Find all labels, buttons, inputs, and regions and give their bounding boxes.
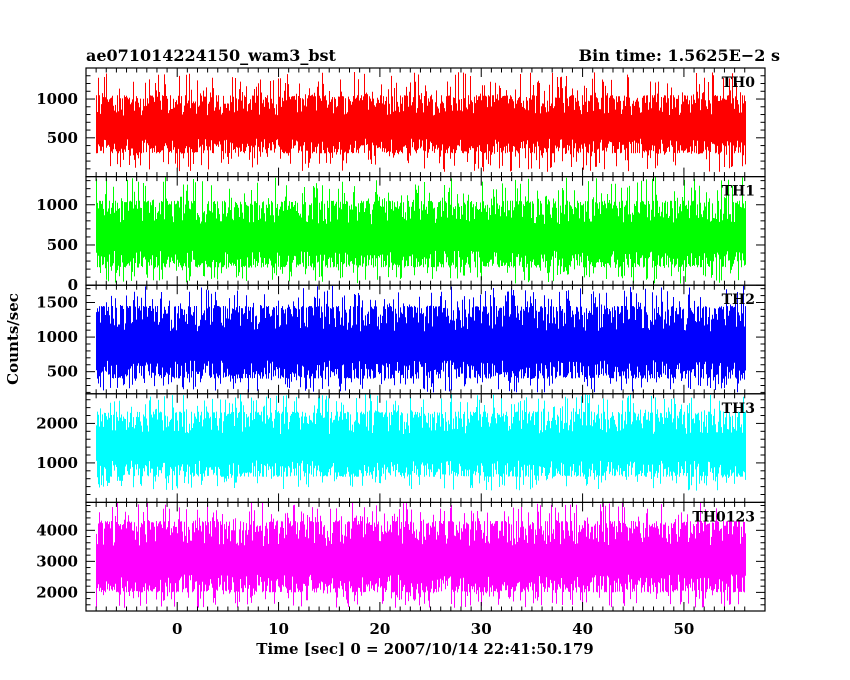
panel-label-th1: TH1 [722,184,755,200]
panel-th0: 500 1000 TH0 [36,67,766,178]
x-tick-label: 30 [471,620,492,638]
panel-th0123: 2000 3000 4000 TH0123 [36,501,766,612]
y-tick-label-th0123: 4000 [36,521,78,539]
x-tick-label: 20 [369,620,390,638]
x-tick-label: 0 [172,620,182,638]
x-tick-label: 10 [268,620,289,638]
bin-time-label: Bin time: 1.5625E−2 s [579,46,780,65]
y-tick-label-th0123: 2000 [36,583,78,601]
x-tick-label: 50 [673,620,694,638]
y-axis-label: Counts/sec [4,293,22,385]
panel-label-th0: TH0 [722,75,756,91]
y-tick-label-th2: 500 [47,363,78,381]
x-axis-label: Time [sec] 0 = 2007/10/14 22:41:50.179 [256,640,593,658]
panel-th2: 500 1000 1500 TH2 [36,284,766,395]
y-tick-label-th0: 1000 [36,90,78,108]
y-tick-label-th1: 0 [68,276,78,294]
series-th0-line [96,72,746,172]
panel-label-th2: TH2 [722,292,755,308]
panel-label-th3: TH3 [722,401,755,417]
y-tick-label-th0123: 3000 [36,552,78,570]
y-tick-label-th3: 1000 [36,454,78,472]
series-th1-line [96,177,746,284]
series-th2-line [96,285,746,393]
chart-title: ae071014224150_wam3_bst [86,46,337,65]
y-tick-label-th2: 1500 [36,293,78,311]
y-tick-label-th3: 2000 [36,414,78,432]
y-tick-label-th1: 500 [47,236,78,254]
series-th3-line [96,394,746,491]
y-tick-label-th0: 500 [47,129,78,147]
y-tick-label-th1: 1000 [36,196,78,214]
panel-th3: 1000 2000 TH3 [36,393,766,503]
panel-th0123-frame [85,501,766,612]
y-tick-label-th2: 1000 [36,328,78,346]
x-tick-label: 40 [572,620,593,638]
panel-label-th0123: TH0123 [692,509,755,525]
panel-th1: 0 500 1000 TH1 [36,176,766,294]
series-th0123-line [96,502,746,608]
